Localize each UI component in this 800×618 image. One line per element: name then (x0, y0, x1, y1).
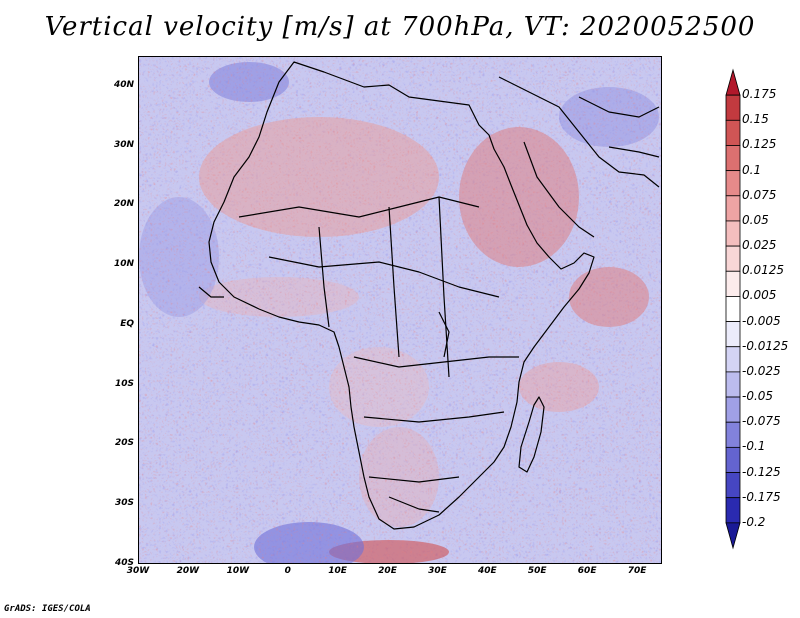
colorbar-swatch (725, 472, 741, 499)
colorbar-level-label: -0.0125 (742, 338, 789, 353)
colorbar-level-label: 0.125 (742, 137, 777, 152)
coastlines-and-borders (198, 61, 660, 530)
colorbar (725, 68, 741, 550)
colorbar-swatch (725, 346, 741, 373)
colorbar-level-label: 0.1 (742, 162, 762, 177)
colorbar-level-label: -0.005 (742, 313, 781, 328)
lon-tick-label: 40E (477, 566, 497, 576)
lon-tick-label: 50E (527, 566, 547, 576)
colorbar-level-label: 0.175 (742, 87, 777, 102)
colorbar-level-label: -0.2 (742, 514, 766, 529)
lon-tick-label: 0 (284, 566, 291, 576)
lat-tick-label: 40S (114, 558, 134, 568)
colorbar-level-label: -0.025 (742, 363, 781, 378)
colorbar-swatch (725, 421, 741, 448)
lon-tick-label: 70E (627, 566, 647, 576)
colorbar-swatch (725, 68, 741, 96)
colorbar-level-label: 0.05 (742, 212, 769, 227)
colorbar-swatch (725, 245, 741, 272)
lon-tick-label: 30W (126, 566, 150, 576)
colorbar-swatch (725, 321, 741, 348)
colorbar-swatch (725, 145, 741, 172)
colorbar-swatch (725, 396, 741, 423)
colorbar-level-label: 0.025 (742, 238, 777, 253)
chart-title: Vertical velocity [m/s] at 700hPa, VT: 2… (44, 12, 756, 42)
colorbar-swatch (725, 270, 741, 297)
colorbar-level-label: 0.0125 (742, 263, 784, 278)
lat-tick-label: 40N (113, 79, 134, 90)
lon-tick-label: 30E (428, 566, 447, 576)
lon-tick-label: 10W (226, 566, 250, 576)
lat-tick-label: EQ (120, 318, 134, 329)
colorbar-level-label: 0.005 (742, 288, 777, 303)
colorbar-swatch (725, 371, 741, 398)
lat-tick-label: 20S (114, 438, 134, 449)
colorbar-level-label: -0.05 (742, 389, 774, 404)
colorbar-level-label: -0.075 (742, 414, 781, 429)
colorbar-level-label: -0.175 (742, 489, 781, 504)
lat-tick-label: 20N (113, 199, 134, 210)
lat-tick-label: 30N (113, 139, 134, 150)
lat-tick-label: 30S (114, 498, 134, 509)
colorbar-level-label: -0.1 (742, 439, 766, 454)
credit-text: GrADS: IGES/COLA (4, 604, 91, 614)
lon-tick-label: 20E (378, 566, 397, 576)
lat-tick-label: 10N (113, 259, 134, 270)
colorbar-swatch (725, 170, 741, 197)
colorbar-swatch (725, 446, 741, 473)
colorbar-swatch (725, 119, 741, 146)
lon-tick-label: 10E (328, 566, 347, 576)
lon-tick-label: 60E (577, 566, 597, 576)
lon-tick-label: 20W (176, 566, 200, 576)
field-red-speckle (139, 57, 661, 563)
colorbar-swatch (725, 522, 741, 550)
lat-tick-label: 10S (114, 378, 134, 389)
colorbar-swatch (725, 220, 741, 247)
map-panel (138, 56, 662, 564)
colorbar-swatch (725, 94, 741, 121)
colorbar-level-label: -0.125 (742, 464, 781, 479)
colorbar-swatch (725, 497, 741, 524)
colorbar-level-label: 0.15 (742, 112, 769, 127)
velocity-field-map (139, 57, 661, 563)
colorbar-swatch (725, 195, 741, 222)
colorbar-level-label: 0.075 (742, 187, 777, 202)
colorbar-swatch (725, 296, 741, 322)
